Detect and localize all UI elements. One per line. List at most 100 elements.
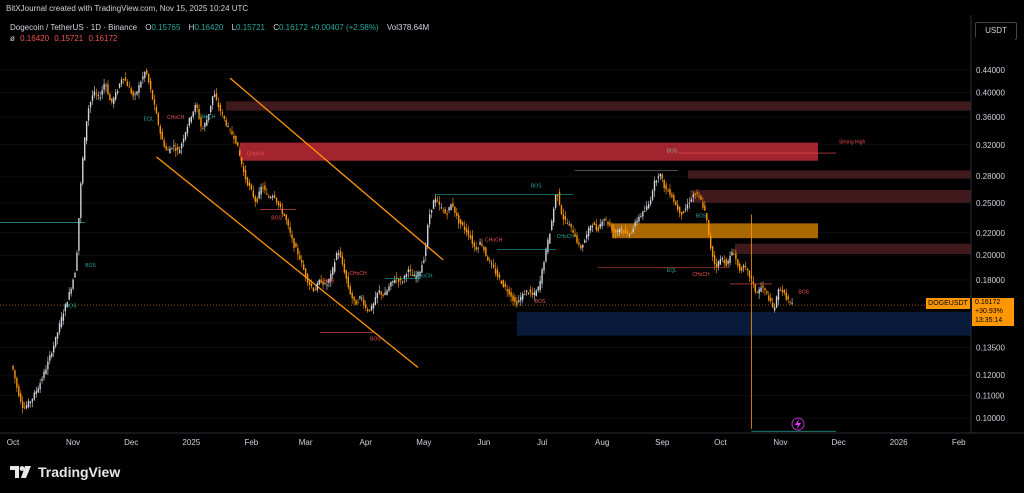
candle-body: [520, 296, 522, 301]
candle-body: [120, 79, 123, 84]
annotation-label: BOS: [271, 215, 282, 221]
candle-body: [740, 267, 743, 271]
candle-body: [415, 275, 417, 280]
candle-body: [312, 287, 315, 292]
candle-body: [533, 292, 536, 295]
candle-body: [646, 206, 648, 210]
candle-body: [258, 191, 260, 199]
candle-body: [463, 226, 466, 230]
symbol-name[interactable]: Dogecoin / TetherUS · 1D · Binance: [10, 23, 138, 32]
candle-body: [500, 280, 503, 284]
candle-body: [485, 247, 487, 256]
candle-body: [363, 299, 365, 306]
candle-body: [427, 225, 429, 246]
candle-body: [554, 194, 557, 208]
candle-body: [56, 332, 59, 339]
candle-body: [374, 296, 377, 305]
candle-body: [717, 261, 720, 267]
candle-body: [382, 294, 384, 296]
candle-body: [242, 166, 245, 172]
candle-body: [341, 256, 344, 265]
candle-body: [343, 263, 346, 273]
candle-body: [223, 115, 225, 119]
annotation-label: CHoCH: [247, 151, 265, 157]
candle-body: [541, 269, 543, 284]
candle-body: [62, 313, 65, 321]
candle-body: [198, 108, 200, 119]
high-value: 0.16420: [194, 23, 224, 32]
candle-body: [771, 302, 774, 308]
candle-body: [599, 223, 601, 228]
candle-body: [560, 205, 563, 215]
candle-body: [694, 193, 696, 195]
candle-body: [461, 222, 464, 226]
candle-body: [76, 252, 78, 271]
high-label: H: [188, 23, 195, 32]
candle-body: [285, 215, 287, 220]
candle-body: [595, 224, 598, 231]
candle-body: [506, 289, 508, 292]
annotation-label: BOS: [696, 213, 707, 219]
candle-body: [696, 192, 698, 195]
annotation-label: CHoCH: [415, 273, 433, 279]
candle-body: [93, 91, 96, 96]
candle-body: [742, 265, 745, 268]
candle-body: [138, 85, 140, 93]
candle-body: [423, 260, 425, 263]
tradingview-logo[interactable]: TradingView: [10, 464, 120, 480]
candle-body: [211, 96, 214, 106]
indicator-legend[interactable]: ø 0.16420 0.15721 0.16172: [10, 34, 117, 43]
candle-body: [277, 201, 280, 206]
candle-body: [622, 230, 625, 233]
candle-body: [149, 80, 152, 90]
candle-body: [397, 278, 400, 282]
candle-body: [310, 283, 313, 287]
candle-body: [345, 270, 348, 279]
annotation-label: EQL: [144, 116, 154, 122]
lightning-icon[interactable]: [791, 417, 805, 431]
annotation-label: BOS: [535, 299, 546, 305]
candle-body: [33, 392, 36, 400]
candle-body: [256, 198, 258, 203]
candle-body: [475, 246, 477, 250]
candle-body: [535, 290, 537, 297]
top-bar: BitXJournal created with TradingView.com…: [0, 0, 1024, 18]
candle-body: [566, 223, 568, 224]
candle-body: [498, 274, 501, 278]
candle-body: [273, 195, 276, 198]
candle-body: [706, 213, 708, 221]
price-tag-symbol: DOGEUSDT: [926, 298, 970, 309]
close-value: 0.16172: [278, 23, 308, 32]
candle-body: [727, 260, 729, 264]
candle-body: [580, 245, 582, 249]
candle-body: [494, 268, 497, 274]
candle-body: [766, 291, 768, 294]
candle-body: [122, 79, 125, 80]
candle-body: [459, 219, 462, 225]
candle-body: [512, 295, 514, 301]
candle-body: [483, 246, 485, 251]
close-label: C: [273, 23, 279, 32]
volume-value: 378.64M: [398, 23, 430, 32]
candle-body: [700, 196, 702, 200]
candle-body: [240, 157, 243, 165]
time-tick-label: Oct: [714, 438, 727, 447]
candle-body: [651, 190, 654, 200]
candle-body: [74, 272, 76, 278]
candle-body: [616, 230, 619, 232]
candle-body: [376, 292, 379, 299]
candle-body: [731, 252, 733, 256]
candle-body: [547, 239, 549, 253]
price-chart[interactable]: BOS BOS CHoCH Strong High EQL CHoCH CHoCH CHoCH…: [0, 0, 1024, 455]
candle-body: [43, 371, 45, 379]
candle-body: [190, 116, 192, 122]
annotation-label: CHoCH: [557, 234, 575, 240]
candle-body: [355, 300, 357, 305]
candle-body: [144, 71, 146, 78]
candle-body: [70, 288, 72, 294]
candle-body: [299, 255, 301, 260]
candle-body: [661, 174, 663, 179]
candle-body: [380, 291, 382, 295]
candle-body: [14, 370, 16, 379]
zone-supply-red: [240, 142, 818, 161]
